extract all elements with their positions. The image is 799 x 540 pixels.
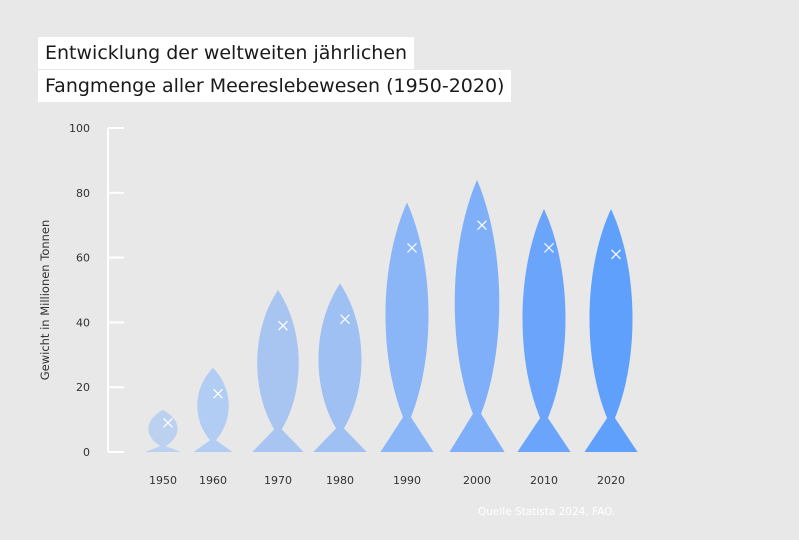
x-tick-label: 2020 [597, 474, 625, 487]
fish-bar-2010 [517, 209, 571, 452]
y-tick-label: 20 [76, 381, 90, 394]
x-tick-label: 1960 [199, 474, 227, 487]
fish-eye-marker [213, 388, 223, 399]
y-tick-label: 40 [76, 316, 90, 329]
x-axis-labels: 1950 1960 1970 1980 1990 2000 2010 2020 [149, 474, 625, 487]
fish-eye-marker [340, 314, 350, 325]
fish-bar-2020 [584, 209, 638, 452]
fish-eye-marker [611, 249, 621, 260]
y-tick-label: 80 [76, 187, 90, 200]
x-tick-label: 1950 [149, 474, 177, 487]
fish-eye-marker [407, 242, 417, 253]
fish-bar-1950 [144, 409, 182, 452]
fish-eye-marker [278, 320, 288, 331]
fish-eye-marker [477, 220, 487, 231]
chart-title-line-1: Entwicklung der weltweiten jährlichen [38, 37, 415, 69]
y-tick-label: 60 [76, 252, 90, 265]
y-axis: 0 20 40 60 80 100 [69, 122, 124, 459]
x-tick-label: 1980 [326, 474, 354, 487]
fish-bar-1980 [313, 283, 367, 452]
y-axis-title: Gewicht in Millionen Tonnen [38, 220, 52, 381]
fish-bar-2000 [449, 179, 505, 452]
x-tick-label: 1970 [264, 474, 292, 487]
source-note: Quelle Statista 2024, FAO. [478, 506, 616, 518]
fish-bars [144, 179, 638, 452]
fish-eye-marker [163, 417, 173, 428]
x-tick-label: 2010 [530, 474, 558, 487]
y-tick-label: 100 [69, 122, 90, 135]
fish-bar-1970 [252, 290, 304, 452]
chart-title-line-2: Fangmenge aller Meereslebewesen (1950-20… [38, 70, 512, 102]
y-tick-label: 0 [83, 446, 90, 459]
fish-eye-marker [544, 242, 554, 253]
fish-bar-1960 [193, 367, 233, 452]
fish-bar-1990 [380, 202, 434, 452]
x-tick-label: 2000 [463, 474, 491, 487]
x-tick-label: 1990 [393, 474, 421, 487]
